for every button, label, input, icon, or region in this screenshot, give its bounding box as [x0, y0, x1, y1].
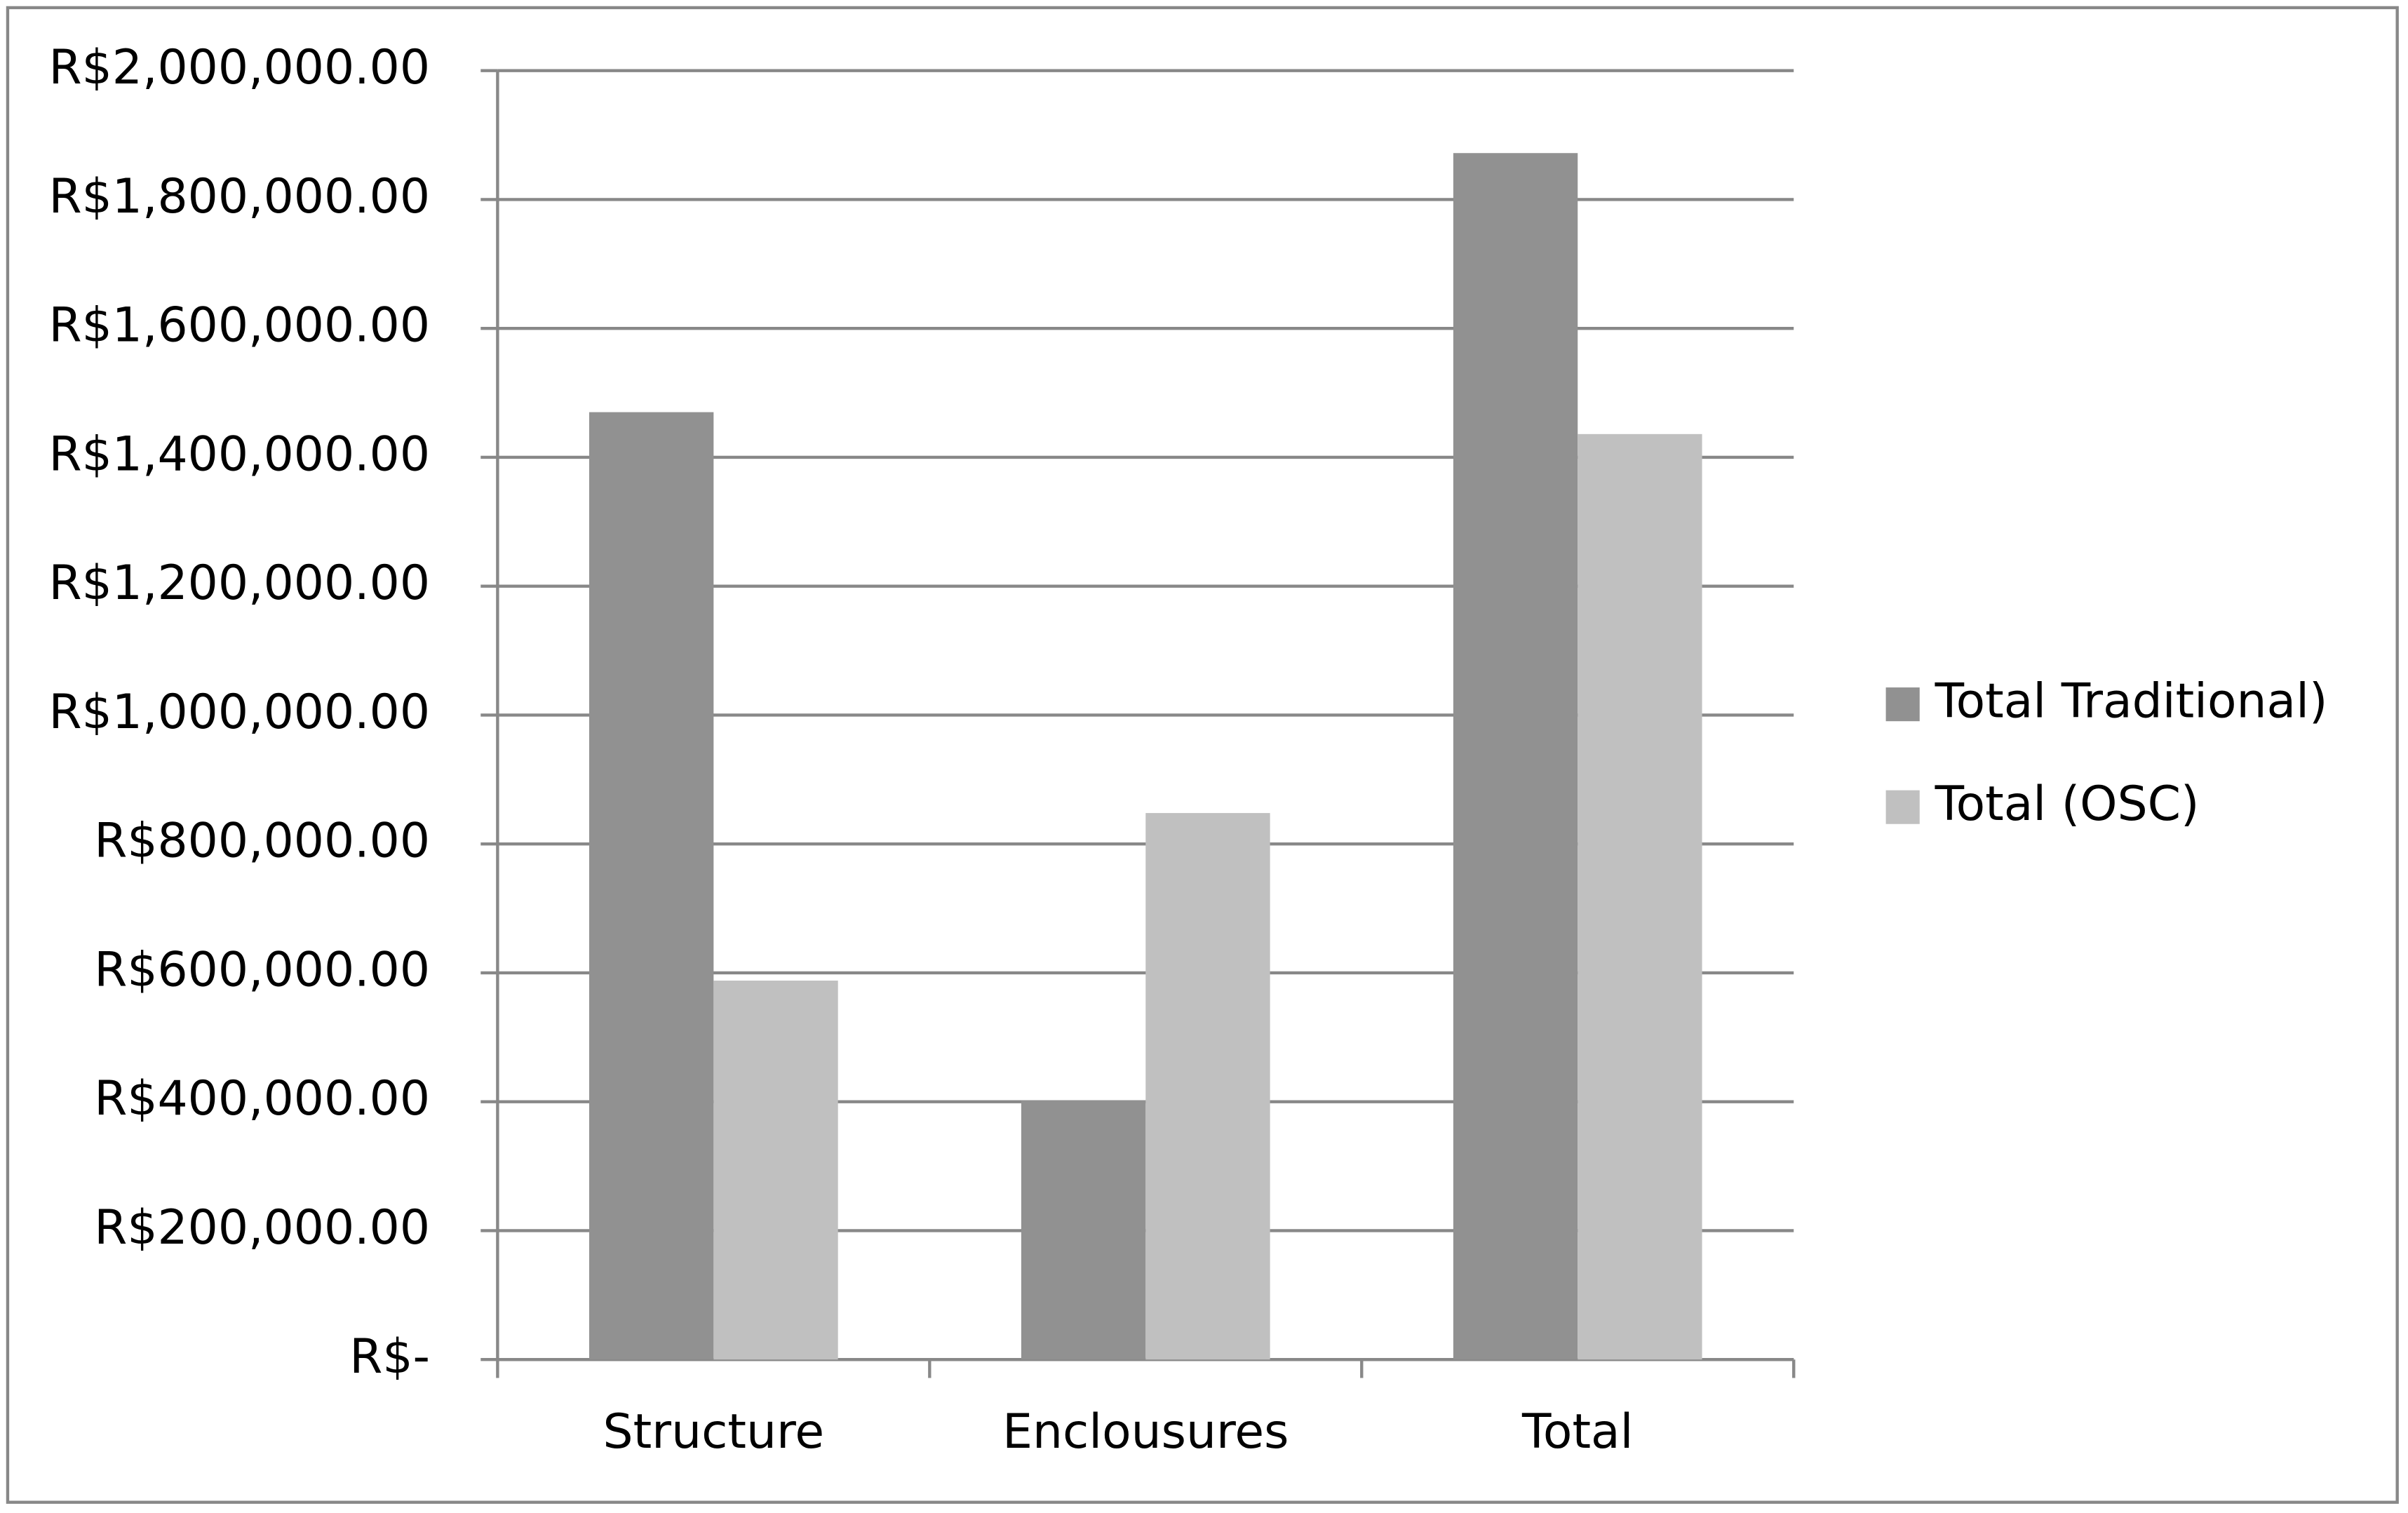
bar	[1145, 813, 1270, 1360]
y-tick-label: R$1,400,000.00	[48, 426, 430, 481]
legend-label: Total (OSC)	[1935, 776, 2200, 831]
y-tick-label: R$1,200,000.00	[48, 555, 430, 610]
y-tick-label: R$600,000.00	[94, 942, 430, 997]
x-tick-label: Total	[1521, 1404, 1633, 1459]
bar	[589, 412, 714, 1360]
y-tick-label: R$1,800,000.00	[48, 168, 430, 224]
x-tick-label: Enclousures	[1002, 1404, 1289, 1459]
legend-swatch	[1885, 687, 1920, 722]
y-tick-label: R$200,000.00	[94, 1199, 430, 1255]
y-tick-label: R$1,000,000.00	[48, 684, 430, 739]
y-tick-label: R$1,600,000.00	[48, 297, 430, 353]
y-tick-label: R$2,000,000.00	[48, 39, 430, 95]
y-tick-label: R$800,000.00	[94, 813, 430, 868]
legend-swatch	[1885, 790, 1920, 824]
bar	[1453, 153, 1578, 1360]
bar	[1021, 1100, 1146, 1360]
y-tick-label: R$-	[349, 1329, 430, 1384]
x-tick-label: Structure	[603, 1404, 825, 1459]
y-tick-label: R$400,000.00	[94, 1070, 430, 1126]
bar	[713, 980, 838, 1360]
bar	[1578, 433, 1702, 1360]
legend-label: Total Traditional)	[1935, 673, 2328, 729]
